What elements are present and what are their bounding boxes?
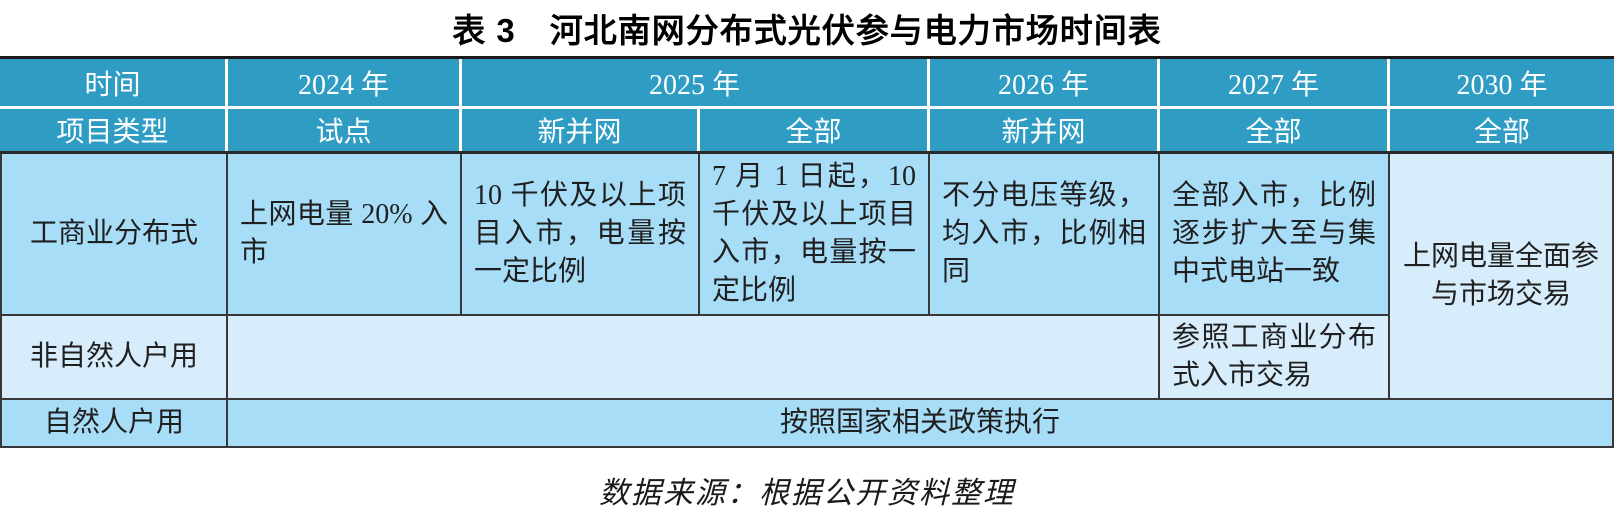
header-cell-phase-2030-all: 全部 [1390, 109, 1614, 151]
header-cell-phase-2027-all: 全部 [1160, 109, 1390, 151]
header-cell-year-2025: 2025 年 [462, 59, 930, 109]
table-body: 工商业分布式 上网电量 20% 入市 10 千伏及以上项目入市，电量按一定比例 … [0, 154, 1614, 448]
cell-commercial-2027: 全部入市，比例逐步扩大至与集中式电站一致 [1160, 154, 1390, 316]
table-number: 表 3 [452, 12, 516, 49]
header-cell-year-2027: 2027 年 [1160, 59, 1390, 109]
table-header: 时间 2024 年 2025 年 2026 年 2027 年 2030 年 项目… [0, 56, 1614, 154]
table-caption: 表 3 河北南网分布式光伏参与电力市场时间表 [0, 0, 1614, 56]
header-cell-phase-2025-newgrid: 新并网 [462, 109, 700, 151]
header-cell-phase-2026-newgrid: 新并网 [930, 109, 1160, 151]
market-timeline-table: 时间 2024 年 2025 年 2026 年 2027 年 2030 年 项目… [0, 56, 1614, 448]
cell-non-natural-2024-2026-empty [228, 316, 1160, 400]
cell-commercial-2025-newgrid: 10 千伏及以上项目入市，电量按一定比例 [462, 154, 700, 316]
header-cell-year-2030: 2030 年 [1390, 59, 1614, 109]
header-cell-time: 时间 [0, 59, 228, 109]
row-label-commercial-distributed: 工商业分布式 [2, 154, 228, 316]
header-cell-year-2024: 2024 年 [228, 59, 462, 109]
header-cell-phase-2024-pilot: 试点 [228, 109, 462, 151]
cell-commercial-2026: 不分电压等级，均入市，比例相同 [930, 154, 1160, 316]
cell-non-natural-2027: 参照工商业分布式入市交易 [1160, 316, 1390, 400]
header-cell-year-2026: 2026 年 [930, 59, 1160, 109]
table-title: 河北南网分布式光伏参与电力市场时间表 [549, 12, 1162, 49]
data-source-note: 数据来源：根据公开资料整理 [599, 477, 1015, 510]
header-cell-phase-2025-all: 全部 [700, 109, 930, 151]
row-label-non-natural-household: 非自然人户用 [2, 316, 228, 400]
cell-natural-policy: 按照国家相关政策执行 [228, 400, 1612, 446]
cell-commercial-2024: 上网电量 20% 入市 [228, 154, 462, 316]
cell-commercial-2025-all: 7 月 1 日起，10 千伏及以上项目入市，电量按一定比例 [700, 154, 930, 316]
header-cell-project-type: 项目类型 [0, 109, 228, 151]
cell-2030-merged: 上网电量全面参与市场交易 [1390, 154, 1612, 400]
row-label-natural-household: 自然人户用 [2, 400, 228, 446]
